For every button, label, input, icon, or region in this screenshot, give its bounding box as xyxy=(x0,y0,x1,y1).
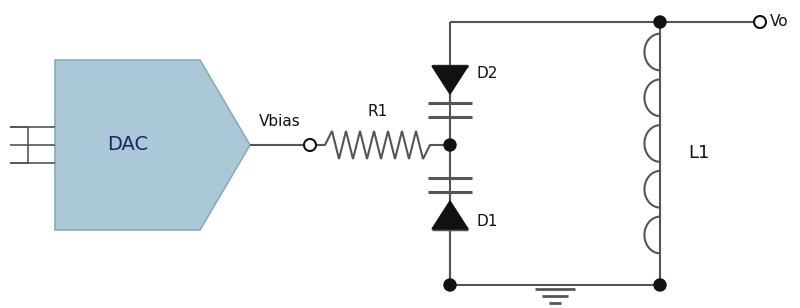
Polygon shape xyxy=(432,201,468,229)
Circle shape xyxy=(304,139,316,151)
Polygon shape xyxy=(432,66,468,94)
Text: D2: D2 xyxy=(476,67,498,82)
Text: Vo: Vo xyxy=(770,14,789,30)
Circle shape xyxy=(654,279,666,291)
Text: L1: L1 xyxy=(688,144,710,163)
Text: D1: D1 xyxy=(476,213,498,229)
Circle shape xyxy=(444,139,456,151)
Circle shape xyxy=(754,16,766,28)
Text: R1: R1 xyxy=(367,104,388,119)
Circle shape xyxy=(444,279,456,291)
Text: Vbias: Vbias xyxy=(259,114,301,129)
Circle shape xyxy=(654,16,666,28)
Polygon shape xyxy=(55,60,250,230)
Text: DAC: DAC xyxy=(107,136,148,155)
